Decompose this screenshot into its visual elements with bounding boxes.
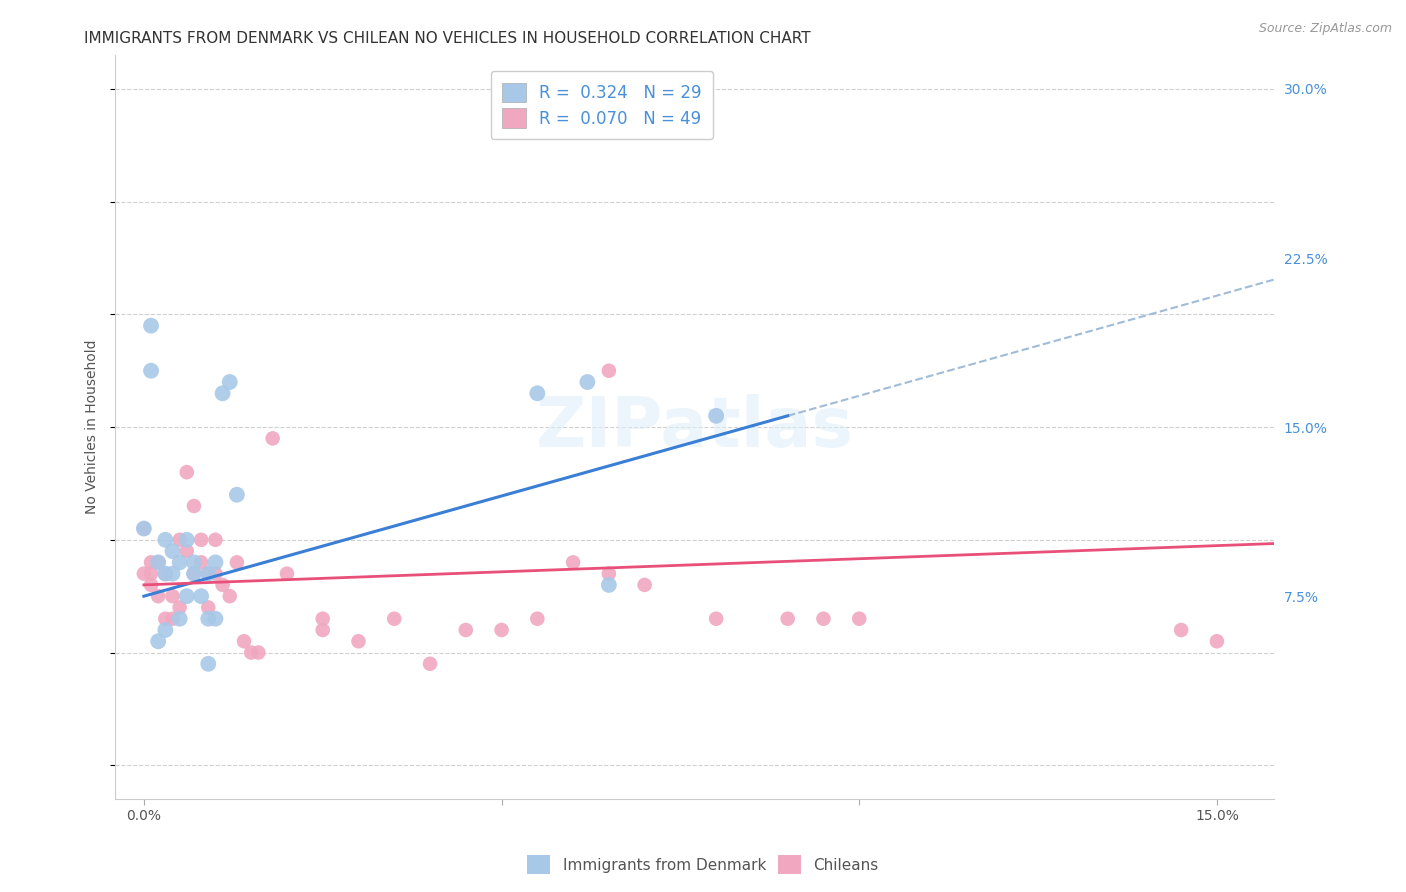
- Point: [183, 566, 205, 581]
- Point: [155, 623, 177, 637]
- Point: [218, 589, 240, 603]
- Point: [155, 566, 177, 581]
- Point: [169, 612, 191, 626]
- Legend: Immigrants from Denmark, Chileans: Immigrants from Denmark, Chileans: [522, 849, 884, 880]
- Point: [139, 566, 162, 581]
- Point: [704, 612, 727, 626]
- Point: [276, 566, 298, 581]
- Point: [491, 623, 513, 637]
- Point: [162, 612, 184, 626]
- Point: [211, 578, 233, 592]
- Point: [190, 555, 212, 569]
- Point: [347, 634, 370, 648]
- Point: [139, 555, 162, 569]
- Point: [183, 499, 205, 513]
- Point: [576, 375, 599, 389]
- Point: [169, 600, 191, 615]
- Point: [419, 657, 441, 671]
- Y-axis label: No Vehicles in Household: No Vehicles in Household: [86, 340, 100, 515]
- Point: [204, 566, 226, 581]
- Text: ZIPatlas: ZIPatlas: [536, 393, 853, 460]
- Point: [139, 364, 162, 378]
- Point: [155, 612, 177, 626]
- Point: [704, 409, 727, 423]
- Text: Source: ZipAtlas.com: Source: ZipAtlas.com: [1258, 22, 1392, 36]
- Point: [148, 634, 170, 648]
- Point: [598, 566, 620, 581]
- Point: [183, 555, 205, 569]
- Point: [204, 533, 226, 547]
- Point: [312, 612, 335, 626]
- Point: [204, 612, 226, 626]
- Point: [148, 555, 170, 569]
- Point: [183, 566, 205, 581]
- Point: [197, 657, 219, 671]
- Point: [176, 589, 198, 603]
- Point: [169, 533, 191, 547]
- Legend: R =  0.324   N = 29, R =  0.070   N = 49: R = 0.324 N = 29, R = 0.070 N = 49: [491, 70, 713, 139]
- Point: [598, 364, 620, 378]
- Point: [233, 634, 256, 648]
- Point: [218, 375, 240, 389]
- Point: [204, 555, 226, 569]
- Text: IMMIGRANTS FROM DENMARK VS CHILEAN NO VEHICLES IN HOUSEHOLD CORRELATION CHART: IMMIGRANTS FROM DENMARK VS CHILEAN NO VE…: [84, 31, 811, 46]
- Point: [169, 555, 191, 569]
- Point: [562, 555, 585, 569]
- Point: [225, 488, 247, 502]
- Point: [225, 555, 247, 569]
- Point: [454, 623, 477, 637]
- Point: [526, 386, 548, 401]
- Point: [848, 612, 870, 626]
- Point: [162, 544, 184, 558]
- Point: [1206, 634, 1229, 648]
- Point: [197, 612, 219, 626]
- Point: [240, 646, 263, 660]
- Point: [197, 566, 219, 581]
- Point: [162, 589, 184, 603]
- Point: [132, 566, 155, 581]
- Point: [148, 589, 170, 603]
- Point: [132, 522, 155, 536]
- Point: [197, 566, 219, 581]
- Point: [162, 566, 184, 581]
- Point: [1170, 623, 1192, 637]
- Point: [633, 578, 655, 592]
- Point: [132, 522, 155, 536]
- Point: [139, 318, 162, 333]
- Point: [176, 465, 198, 479]
- Point: [526, 612, 548, 626]
- Point: [211, 386, 233, 401]
- Point: [190, 533, 212, 547]
- Point: [190, 589, 212, 603]
- Point: [312, 623, 335, 637]
- Point: [247, 646, 270, 660]
- Point: [262, 431, 284, 445]
- Point: [155, 566, 177, 581]
- Point: [382, 612, 405, 626]
- Point: [176, 533, 198, 547]
- Point: [155, 533, 177, 547]
- Point: [813, 612, 835, 626]
- Point: [139, 578, 162, 592]
- Point: [176, 544, 198, 558]
- Point: [776, 612, 799, 626]
- Point: [148, 555, 170, 569]
- Point: [598, 578, 620, 592]
- Point: [197, 600, 219, 615]
